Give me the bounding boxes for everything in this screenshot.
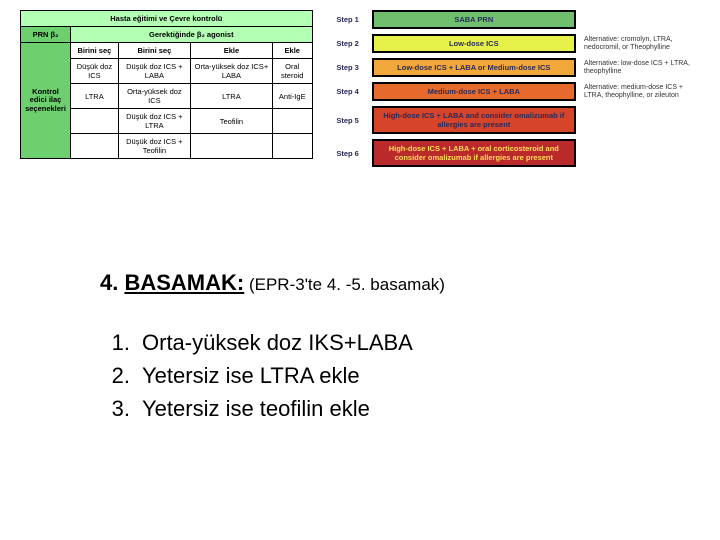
recommendation-list: 1.Orta-yüksek doz IKS+LABA 2.Yetersiz is… bbox=[100, 326, 680, 425]
cell: Oral steroid bbox=[272, 59, 312, 84]
step-bar-4: Medium-dose ICS + LABA bbox=[372, 82, 576, 101]
cell: Orta-yüksek doz ICS bbox=[118, 84, 190, 109]
col-header: Ekle bbox=[272, 43, 312, 59]
step-bar-5: High-dose ICS + LABA and consider omaliz… bbox=[372, 106, 576, 134]
cell: Düşük doz ICS + LTRA bbox=[118, 109, 190, 134]
cell bbox=[71, 109, 119, 134]
table-title: Hasta eğitimi ve Çevre kontrolü bbox=[21, 11, 313, 27]
cell bbox=[71, 134, 119, 159]
left-treatment-table: Hasta eğitimi ve Çevre kontrolü PRN β₂ G… bbox=[20, 10, 313, 240]
cell bbox=[190, 134, 272, 159]
title-suffix: (EPR-3'te 4. -5. basamak) bbox=[244, 275, 445, 294]
list-item: 2.Yetersiz ise LTRA ekle bbox=[100, 359, 680, 392]
step-alt bbox=[580, 139, 700, 167]
cell: LTRA bbox=[71, 84, 119, 109]
cell: Orta-yüksek doz ICS+ LABA bbox=[190, 59, 272, 84]
title-prefix: 4. bbox=[100, 270, 124, 295]
bottom-text-block: 4. BASAMAK: (EPR-3'te 4. -5. basamak) 1.… bbox=[100, 270, 680, 425]
step-alt bbox=[580, 10, 700, 29]
cell: Düşük doz ICS bbox=[71, 59, 119, 84]
step-bar-2: Low-dose ICS bbox=[372, 34, 576, 53]
col-header: Ekle bbox=[190, 43, 272, 59]
step-label: Step 4 bbox=[328, 82, 368, 101]
cell: LTRA bbox=[190, 84, 272, 109]
list-item: 1.Orta-yüksek doz IKS+LABA bbox=[100, 326, 680, 359]
step-bar-6: High-dose ICS + LABA + oral corticostero… bbox=[372, 139, 576, 167]
cell bbox=[272, 109, 312, 134]
row-label: Kontrol edici ilaç seçenekleri bbox=[21, 43, 71, 159]
col-header: Birini seç bbox=[118, 43, 190, 59]
step-label: Step 1 bbox=[328, 10, 368, 29]
gerek-label: Gerektiğinde β₂ agonist bbox=[71, 27, 313, 43]
list-item: 3.Yetersiz ise teofilin ekle bbox=[100, 392, 680, 425]
step-bar-3: Low-dose ICS + LABA or Medium-dose ICS bbox=[372, 58, 576, 77]
title-underlined: BASAMAK: bbox=[124, 270, 244, 295]
step-alt: Alternative: low-dose ICS + LTRA, theoph… bbox=[580, 58, 700, 77]
step-alt: Alternative: medium-dose ICS + LTRA, the… bbox=[580, 82, 700, 101]
cell: Teofilin bbox=[190, 109, 272, 134]
cell: Düşük doz ICS + Teofilin bbox=[118, 134, 190, 159]
step-bar-1: SABA PRN bbox=[372, 10, 576, 29]
cell: Düşük doz ICS + LABA bbox=[118, 59, 190, 84]
section-title: 4. BASAMAK: (EPR-3'te 4. -5. basamak) bbox=[100, 270, 680, 296]
prn-label: PRN β₂ bbox=[21, 27, 71, 43]
cell bbox=[272, 134, 312, 159]
step-alt: Alternative: cromolyn, LTRA, nedocromil,… bbox=[580, 34, 700, 53]
step-chart: Step 1 SABA PRN Step 2 Low-dose ICS Alte… bbox=[328, 10, 700, 240]
step-label: Step 5 bbox=[328, 106, 368, 134]
step-label: Step 3 bbox=[328, 58, 368, 77]
cell: Anti-IgE bbox=[272, 84, 312, 109]
col-header: Birini seç bbox=[71, 43, 119, 59]
step-label: Step 6 bbox=[328, 139, 368, 167]
step-label: Step 2 bbox=[328, 34, 368, 53]
step-alt bbox=[580, 106, 700, 134]
